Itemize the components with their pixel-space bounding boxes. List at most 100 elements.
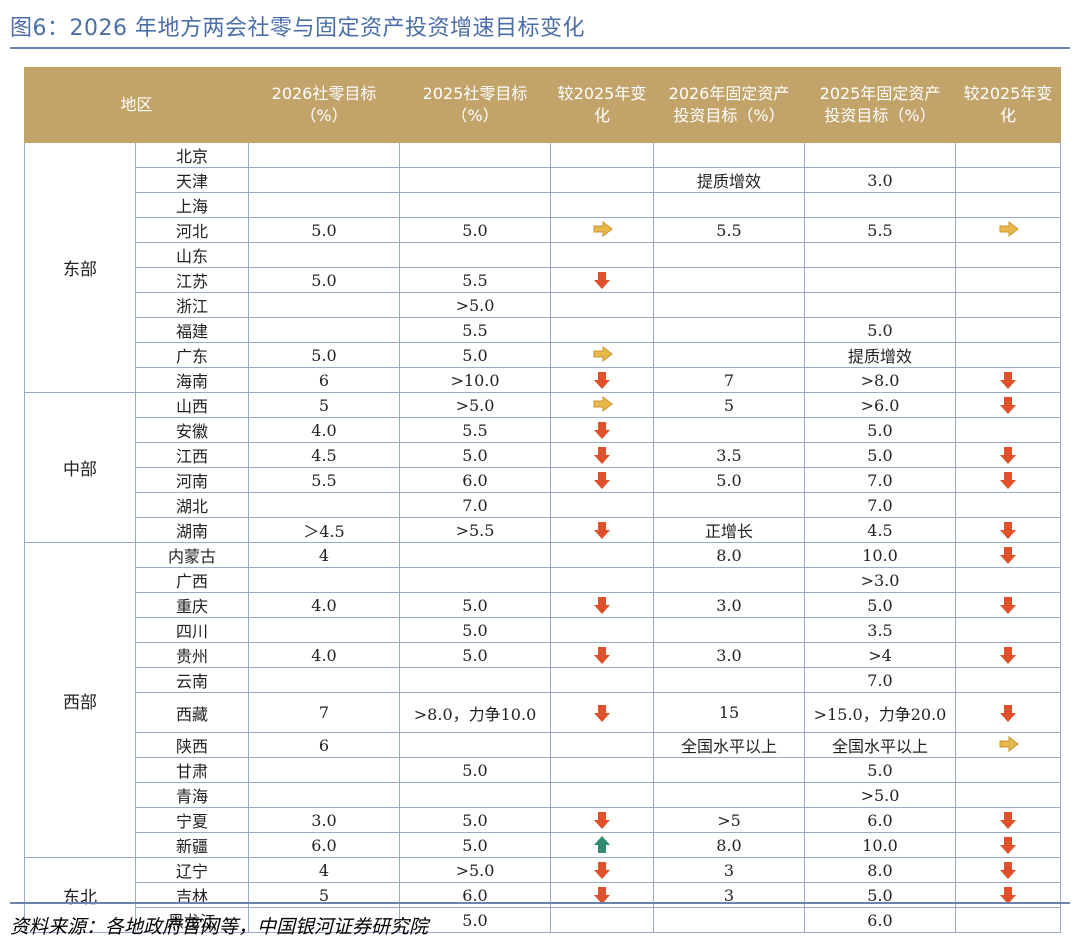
arrow-down-icon	[592, 810, 612, 830]
province-cell: 宁夏	[134, 807, 250, 833]
arrow-down-icon	[998, 860, 1018, 880]
arrow-down-icon	[998, 395, 1018, 415]
region-cell: 西部	[24, 542, 136, 858]
fai-2026-cell	[653, 492, 806, 518]
fai-change-cell	[955, 392, 1062, 418]
retail-2025-cell: 5.0	[399, 757, 552, 783]
arrow-up-icon	[592, 835, 612, 855]
province-cell: 江西	[134, 442, 250, 468]
fai-2026-cell: 3	[653, 857, 806, 883]
fai-2026-cell: 5	[653, 392, 806, 418]
fai-change-cell	[955, 167, 1062, 193]
retail-2025-cell: 5.0	[399, 592, 552, 618]
retail-2026-cell	[248, 757, 401, 783]
table-row: 湖北 7.0 7.0	[25, 492, 1062, 518]
retail-2025-cell	[399, 142, 552, 168]
province-cell: 贵州	[134, 642, 250, 668]
arrow-down-icon	[592, 860, 612, 880]
province-cell: 浙江	[134, 292, 250, 318]
retail-change-cell	[550, 242, 655, 268]
fai-2025-cell	[804, 142, 957, 168]
retail-change-cell	[550, 442, 655, 468]
table-row: 重庆 4.0 5.0 3.0 5.0	[25, 592, 1062, 618]
retail-2026-cell: 6.0	[248, 832, 401, 858]
table-row: 贵州 4.0 5.0 3.0 >4	[25, 642, 1062, 668]
table-row: 浙江 >5.0	[25, 292, 1062, 318]
province-cell: 山东	[134, 242, 250, 268]
fai-change-cell	[955, 542, 1062, 568]
retail-2025-cell: 6.0	[399, 467, 552, 493]
table-row: 宁夏 3.0 5.0 >5 6.0	[25, 807, 1062, 833]
province-cell: 江苏	[134, 267, 250, 293]
arrow-down-icon	[998, 545, 1018, 565]
fai-2026-cell: 5.5	[653, 217, 806, 243]
arrow-down-icon	[592, 885, 612, 905]
retail-2025-cell: >5.0	[399, 392, 552, 418]
fai-2025-cell: 5.0	[804, 442, 957, 468]
table-row: 河南 5.5 6.0 5.0 7.0	[25, 467, 1062, 493]
table-row: 安徽 4.0 5.5 5.0	[25, 417, 1062, 443]
province-cell: 云南	[134, 667, 250, 693]
retail-change-cell	[550, 192, 655, 218]
fai-2025-cell	[804, 292, 957, 318]
table-row: 河北 5.0 5.0 5.5 5.5	[25, 217, 1062, 243]
table-row: 山东	[25, 242, 1062, 268]
retail-2025-cell: 5.0	[399, 642, 552, 668]
fai-change-cell	[955, 732, 1062, 758]
header-retail-change: 较2025年变化	[550, 67, 655, 143]
table-row: 福建 5.5 5.0	[25, 317, 1062, 343]
retail-2025-cell: >5.0	[399, 292, 552, 318]
table-row: 广东 5.0 5.0 提质增效	[25, 342, 1062, 368]
province-cell: 海南	[134, 367, 250, 393]
retail-change-cell	[550, 617, 655, 643]
retail-2025-cell	[399, 567, 552, 593]
fai-2025-cell	[804, 242, 957, 268]
retail-2026-cell: 4	[248, 542, 401, 568]
province-cell: 安徽	[134, 417, 250, 443]
retail-change-cell	[550, 317, 655, 343]
retail-2025-cell: 5.5	[399, 267, 552, 293]
fai-2026-cell	[653, 417, 806, 443]
fai-2025-cell: 10.0	[804, 832, 957, 858]
retail-2026-cell: 6	[248, 367, 401, 393]
province-cell: 广东	[134, 342, 250, 368]
fai-2026-cell: 3.0	[653, 642, 806, 668]
fai-change-cell	[955, 242, 1062, 268]
region-cell: 东部	[24, 142, 136, 393]
fai-2026-cell	[653, 617, 806, 643]
fai-2025-cell: >4	[804, 642, 957, 668]
province-cell: 辽宁	[134, 857, 250, 883]
province-cell: 新疆	[134, 832, 250, 858]
table-row: 广西 >3.0	[25, 567, 1062, 593]
retail-2026-cell	[248, 317, 401, 343]
retail-2026-cell: 4.0	[248, 642, 401, 668]
table-row: 陕西 6 全国水平以上 全国水平以上	[25, 732, 1062, 758]
table-row: 东部 北京	[24, 142, 1062, 393]
arrow-down-icon	[998, 810, 1018, 830]
target-table: 地区 2026社零目标 （%） 2025社零目标 （%） 较2025年变化 2026…	[23, 67, 1062, 933]
fai-2025-cell: 4.5	[804, 517, 957, 543]
fai-change-cell	[955, 367, 1062, 393]
arrow-right-icon	[998, 220, 1019, 240]
arrow-down-icon	[998, 470, 1018, 490]
fai-change-cell	[955, 267, 1062, 293]
fai-2026-cell	[653, 267, 806, 293]
fai-2025-cell: 7.0	[804, 492, 957, 518]
retail-change-cell	[550, 367, 655, 393]
table-row: 海南 6 >10.0 7 >8.0	[25, 367, 1062, 393]
province-cell: 陕西	[134, 732, 250, 758]
province-cell: 重庆	[134, 592, 250, 618]
retail-2026-cell: 5.0	[248, 267, 401, 293]
table-row: 中部 山西 5 >5.0 5 >6.0	[24, 392, 1062, 543]
retail-change-cell	[550, 517, 655, 543]
fai-change-cell	[955, 757, 1062, 783]
arrow-down-icon	[592, 703, 612, 723]
fai-2026-cell: 3.0	[653, 592, 806, 618]
fai-2026-cell: 全国水平以上	[653, 732, 806, 758]
table-row: 江西 4.5 5.0 3.5 5.0	[25, 442, 1062, 468]
retail-2025-cell: >5.5	[399, 517, 552, 543]
retail-2026-cell	[248, 567, 401, 593]
retail-change-cell	[550, 492, 655, 518]
retail-2025-cell: 5.0	[399, 832, 552, 858]
retail-2026-cell: 4.0	[248, 417, 401, 443]
